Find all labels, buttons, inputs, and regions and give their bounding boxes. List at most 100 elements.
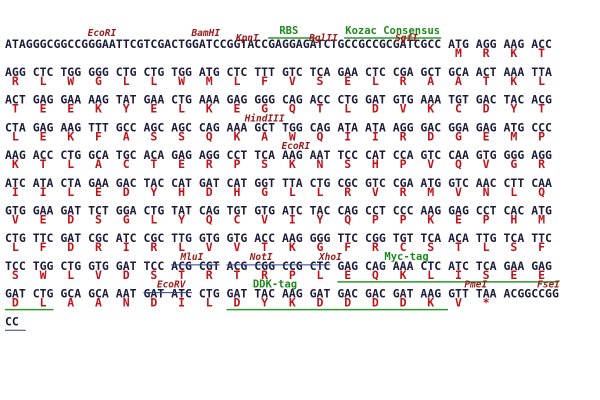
amino-acid: E bbox=[40, 213, 47, 227]
amino-acid: K bbox=[289, 240, 296, 254]
enzyme-label: MluI bbox=[179, 252, 203, 263]
amino-acid: G bbox=[123, 213, 130, 227]
feature-label: Myc-tag bbox=[384, 251, 428, 263]
amino-acid: E bbox=[510, 268, 517, 282]
amino-acid: T bbox=[455, 240, 462, 254]
amino-acid: D bbox=[400, 296, 407, 310]
dna-sequence: CC bbox=[5, 314, 19, 328]
amino-acid: A bbox=[455, 74, 462, 88]
amino-acid: K bbox=[289, 157, 296, 171]
amino-acid: I bbox=[40, 185, 47, 199]
amino-acid: R bbox=[400, 129, 407, 143]
amino-acid: E bbox=[233, 102, 240, 116]
amino-acid: T bbox=[538, 102, 545, 116]
amino-acid: K bbox=[427, 102, 434, 116]
amino-acid: D bbox=[206, 185, 213, 199]
dna-sequence: ATC ATA CTA GAA GAC TAC CAT GAT CAT GGT … bbox=[5, 176, 552, 190]
feature-label: Kozac Consensus bbox=[345, 25, 440, 37]
amino-acid: R bbox=[344, 185, 351, 199]
dna-sequence: GAT CTG GCA GCA AAT GAT ATC CTG GAT TAC … bbox=[5, 287, 559, 301]
amino-acid: S bbox=[483, 268, 490, 282]
amino-acid: T bbox=[233, 268, 240, 282]
amino-acid: M bbox=[455, 46, 462, 60]
enzyme-label: SgfI bbox=[395, 33, 418, 44]
enzyme-label: KpnI bbox=[235, 33, 259, 44]
amino-acid: E bbox=[483, 129, 490, 143]
amino-acid: G bbox=[95, 74, 102, 88]
amino-acid: R bbox=[95, 240, 102, 254]
dna-sequence: TCC TGG CTG GTG GAT TCC ACG CGT ACG CGG … bbox=[5, 259, 552, 273]
amino-acid: E bbox=[178, 157, 185, 171]
amino-acid: L bbox=[206, 296, 213, 310]
amino-acid: L bbox=[150, 74, 157, 88]
amino-acid: T bbox=[538, 46, 545, 60]
amino-acid: R bbox=[150, 240, 157, 254]
amino-acid: N bbox=[317, 157, 324, 171]
amino-acid: Q bbox=[206, 129, 213, 143]
enzyme-label: EcoRI bbox=[88, 28, 117, 39]
amino-acid: Y bbox=[150, 185, 157, 199]
amino-acid: R bbox=[261, 268, 268, 282]
amino-acid: P bbox=[372, 213, 379, 227]
amino-acid: L bbox=[317, 268, 324, 282]
amino-acid: D bbox=[67, 213, 74, 227]
amino-acid: H bbox=[510, 213, 517, 227]
amino-acid: R bbox=[538, 157, 545, 171]
amino-acid: D bbox=[123, 268, 130, 282]
amino-acid: L bbox=[67, 268, 74, 282]
amino-acid: S bbox=[344, 157, 351, 171]
amino-acid: T bbox=[12, 102, 19, 116]
enzyme-label: EcoRV bbox=[157, 280, 187, 291]
amino-acid: E bbox=[344, 268, 351, 282]
amino-acid: E bbox=[40, 129, 47, 143]
amino-acid: K bbox=[233, 129, 240, 143]
amino-acid: A bbox=[95, 157, 102, 171]
amino-acid: K bbox=[400, 268, 407, 282]
amino-acid: P bbox=[289, 268, 296, 282]
amino-acid: F bbox=[538, 240, 545, 254]
amino-acid: S bbox=[95, 213, 102, 227]
amino-acid: H bbox=[372, 157, 379, 171]
amino-acid: H bbox=[233, 185, 240, 199]
amino-acid: M bbox=[206, 74, 213, 88]
amino-acid: N bbox=[483, 185, 490, 199]
amino-acid: L bbox=[372, 74, 379, 88]
dna-sequence: AAG ACC CTG GCA TGC ACA GAG AGG CCT TCA … bbox=[5, 148, 552, 162]
amino-acid: V bbox=[400, 102, 407, 116]
amino-acid: T bbox=[261, 240, 268, 254]
amino-acid: A bbox=[123, 129, 130, 143]
amino-acid: K bbox=[12, 157, 19, 171]
enzyme-label: NotI bbox=[249, 252, 273, 263]
amino-acid: T bbox=[150, 157, 157, 171]
amino-acid: F bbox=[40, 240, 47, 254]
dna-sequence: CTA GAG AAG TTT GCC AGC AGC CAG AAA GCT … bbox=[5, 120, 552, 134]
amino-acid: I bbox=[455, 268, 462, 282]
amino-acid: D bbox=[12, 296, 19, 310]
amino-acid: L bbox=[289, 185, 296, 199]
amino-acid: L bbox=[150, 213, 157, 227]
amino-acid: L bbox=[12, 129, 19, 143]
amino-acid: I bbox=[12, 185, 19, 199]
amino-acid: S bbox=[150, 129, 157, 143]
amino-acid: W bbox=[67, 74, 74, 88]
amino-acid: V bbox=[483, 157, 490, 171]
amino-acid: K bbox=[510, 74, 517, 88]
amino-acid: I bbox=[344, 129, 351, 143]
amino-acid: L bbox=[178, 102, 185, 116]
amino-acid: L bbox=[233, 74, 240, 88]
amino-acid: D bbox=[372, 296, 379, 310]
amino-acid: L bbox=[427, 268, 434, 282]
amino-acid: V bbox=[455, 185, 462, 199]
amino-acid: D bbox=[233, 296, 240, 310]
amino-acid: T bbox=[40, 157, 47, 171]
amino-acid: * bbox=[483, 296, 490, 310]
enzyme-label: BamHI bbox=[190, 28, 220, 39]
amino-acid: A bbox=[67, 296, 74, 310]
amino-acid: C bbox=[400, 240, 407, 254]
amino-acid: L bbox=[178, 240, 185, 254]
amino-acid: V bbox=[261, 213, 268, 227]
amino-acid: D bbox=[150, 296, 157, 310]
amino-acid: G bbox=[510, 157, 517, 171]
amino-acid: R bbox=[400, 74, 407, 88]
